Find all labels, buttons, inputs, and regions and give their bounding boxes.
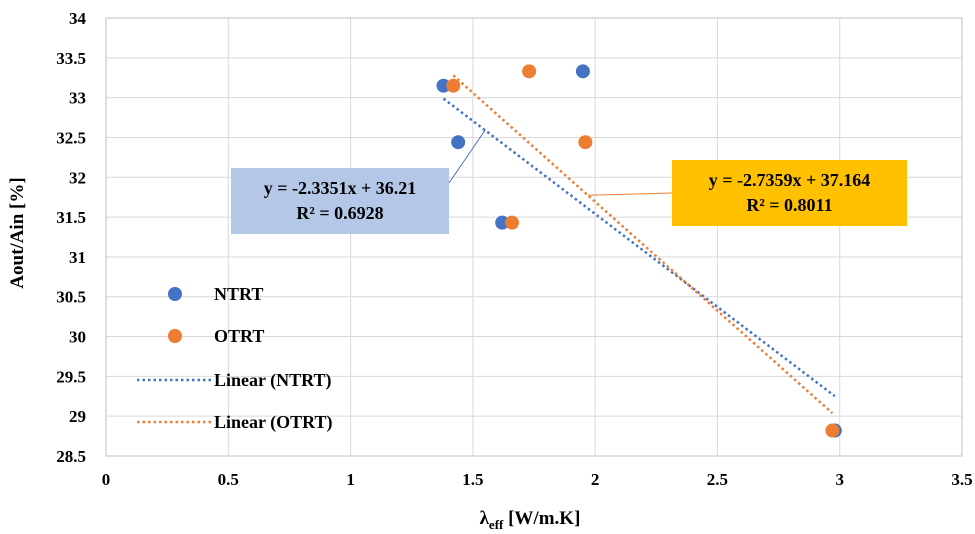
legend-label-ntrt: NTRT — [214, 284, 263, 304]
trendline-r2-otrt: R² = 0.8011 — [746, 195, 832, 215]
y-tick-label: 30.5 — [56, 288, 86, 307]
data-points — [436, 64, 842, 438]
trendline-equation-otrt: y = -2.7359x + 37.164 — [709, 170, 871, 190]
y-tick-label: 30 — [69, 328, 86, 347]
x-tick-label: 3 — [835, 470, 844, 489]
y-tick-label: 29 — [69, 407, 86, 426]
data-point-otrt — [446, 78, 461, 93]
trendline-callouts: y = -2.3351x + 36.21 R² = 0.6928 y = -2.73… — [231, 129, 907, 234]
y-tick-label: 33 — [69, 89, 86, 108]
callout-box-ntrt — [231, 168, 449, 234]
data-point-otrt — [578, 135, 593, 150]
y-tick-label: 29.5 — [56, 367, 86, 386]
legend-label-linear-otrt: Linear (OTRT) — [214, 412, 333, 433]
data-point-ntrt — [575, 64, 590, 79]
x-tick-label: 3.5 — [951, 470, 972, 489]
data-point-otrt — [504, 215, 519, 230]
y-tick-label: 31.5 — [56, 208, 86, 227]
x-tick-label: 0.5 — [218, 470, 239, 489]
y-tick-label: 32.5 — [56, 128, 86, 147]
trendline-ntrt — [442, 97, 836, 398]
y-tick-label: 34 — [69, 9, 87, 28]
y-tick-label: 28.5 — [56, 447, 86, 466]
data-point-ntrt — [495, 215, 510, 230]
y-axis-title: Aout/Ain [%] — [7, 177, 28, 288]
x-tick-label: 0 — [102, 470, 111, 489]
trendline-equation-ntrt: y = -2.3351x + 36.21 — [264, 178, 417, 198]
x-axis-title-subscript: eff — [489, 517, 504, 532]
callout-leader-otrt — [587, 192, 673, 196]
y-tick-label: 33.5 — [56, 49, 86, 68]
y-tick-label: 31 — [69, 248, 86, 267]
legend-marker-ntrt — [168, 287, 182, 301]
legend: NTRT OTRT Linear (NTRT) Linear (OTRT) — [137, 284, 333, 433]
data-point-otrt — [522, 64, 537, 79]
data-point-otrt — [825, 423, 840, 438]
trendline-otrt — [452, 74, 834, 415]
grid-lines — [105, 17, 963, 457]
plot-frame — [105, 17, 963, 457]
x-tick-label: 1.5 — [462, 470, 483, 489]
x-axis-title-unit: [W/m.K] — [503, 508, 580, 529]
y-tick-label: 32 — [69, 168, 86, 187]
legend-marker-otrt — [168, 329, 182, 343]
x-axis-title-symbol: λ — [480, 508, 490, 529]
x-tick-label: 1 — [346, 470, 355, 489]
x-tick-label: 2.5 — [707, 470, 728, 489]
tick-labels: 0 0.5 1 1.5 2 2.5 3 3.528.52929.53030.53131.532… — [56, 9, 972, 489]
trendlines — [442, 74, 836, 415]
data-point-ntrt — [436, 78, 451, 93]
trendline-r2-ntrt: R² = 0.6928 — [296, 203, 383, 223]
callout-box-otrt — [672, 160, 907, 226]
x-axis-title: λeff [W/m.K] — [480, 508, 581, 532]
legend-label-otrt: OTRT — [214, 326, 264, 346]
data-point-ntrt — [451, 135, 466, 150]
legend-label-linear-ntrt: Linear (NTRT) — [214, 370, 332, 391]
callout-leader-ntrt — [448, 129, 486, 184]
x-tick-label: 2 — [591, 470, 600, 489]
